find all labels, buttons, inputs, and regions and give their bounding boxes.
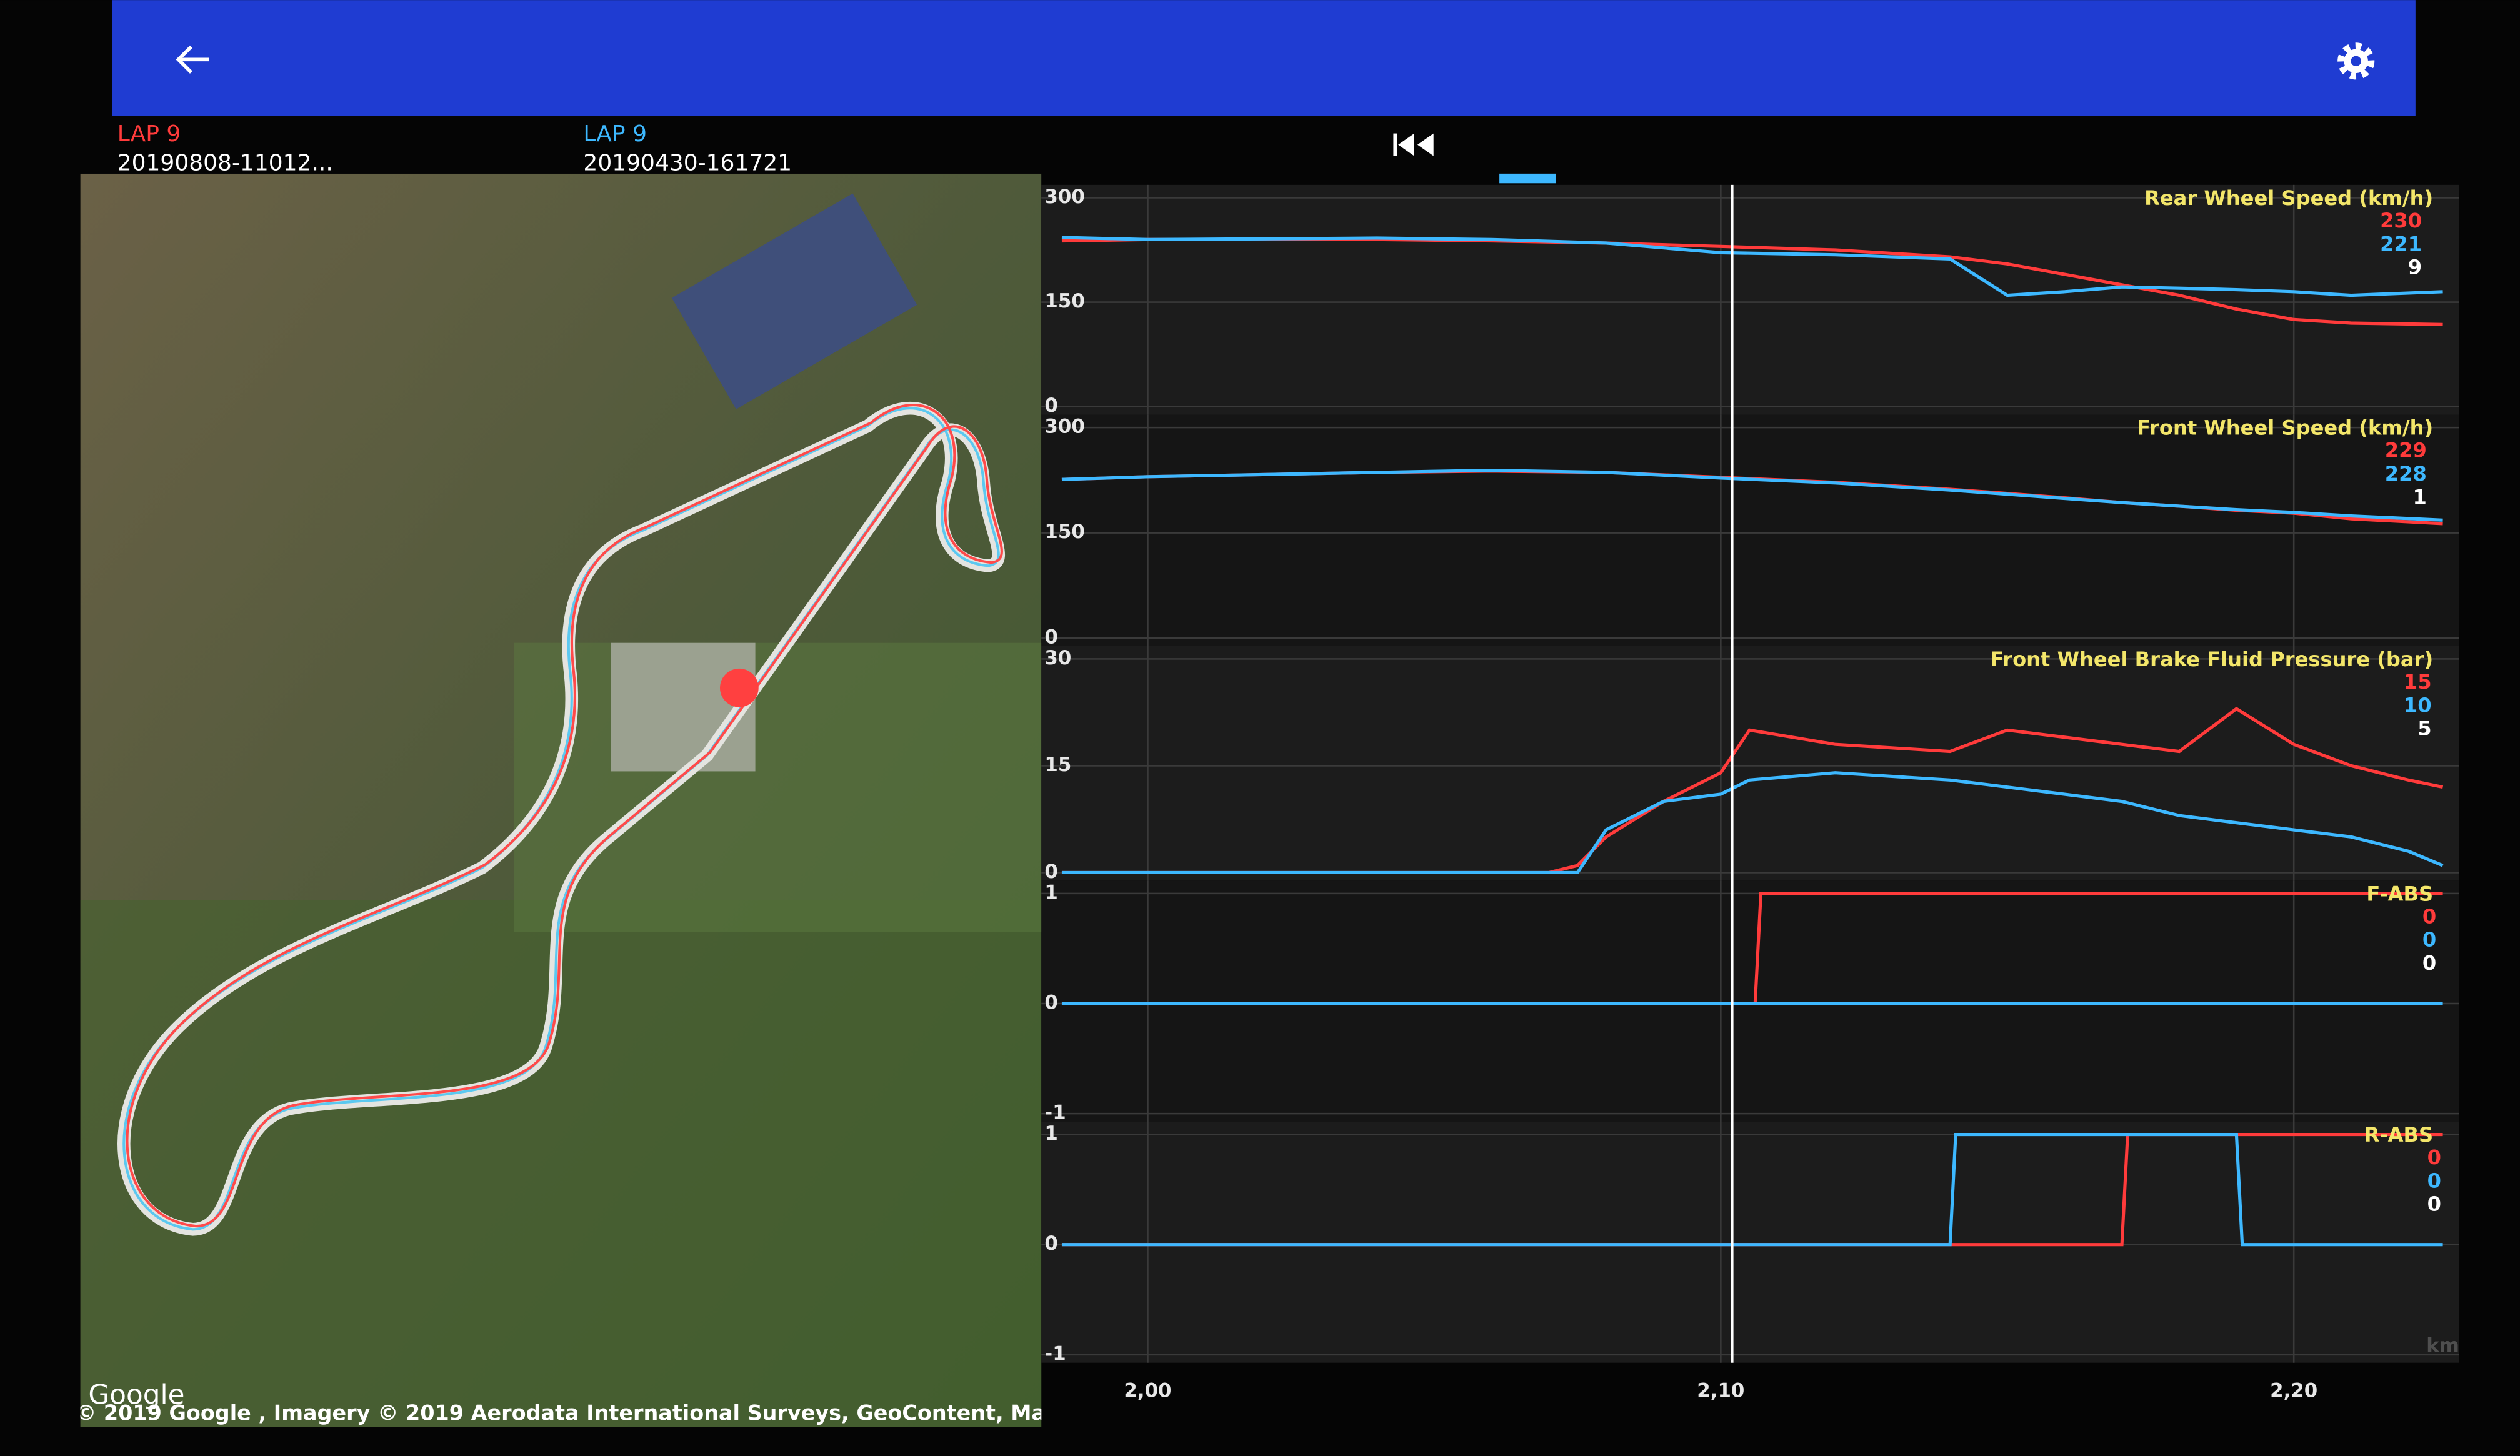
- map[interactable]: Google © 2019 Google , Imagery © 2019 Ae…: [76, 173, 1209, 1430]
- position-marker: [720, 668, 759, 707]
- map-logo: Google: [88, 1379, 184, 1411]
- readout: 0: [2428, 1192, 2441, 1216]
- y-tick-label: 150: [1044, 521, 1084, 543]
- readout: 5: [2418, 717, 2431, 740]
- lap-b-label: LAP 9: [583, 121, 647, 147]
- panel-background: [1041, 414, 2459, 646]
- readout: 0: [2422, 951, 2436, 975]
- y-tick-label: 0: [1044, 626, 1058, 649]
- chart-title: Front Wheel Speed (km/h): [2137, 416, 2433, 440]
- app-bar: [112, 0, 2416, 116]
- readout: 230: [2380, 209, 2422, 232]
- series-line: [1061, 236, 2443, 297]
- y-tick-label: 0: [1044, 394, 1058, 417]
- readout: 9: [2408, 256, 2422, 279]
- y-tick-label: -1: [1044, 1342, 1066, 1365]
- series-line: [1061, 468, 2443, 522]
- panel-background: [1041, 184, 2459, 415]
- readout: 15: [2404, 670, 2432, 694]
- lap-a-session: 20190808-11012...: [118, 150, 333, 176]
- readout: 0: [2422, 928, 2436, 952]
- x-unit: km: [2426, 1335, 2459, 1357]
- readout: 0: [2428, 1145, 2441, 1169]
- y-tick-label: 30: [1044, 647, 1071, 669]
- y-tick-label: 300: [1044, 416, 1084, 438]
- x-tick-label: 2,10: [1697, 1380, 1744, 1402]
- y-tick-label: 0: [1044, 992, 1058, 1014]
- y-tick-label: -1: [1044, 1102, 1066, 1124]
- y-tick-label: 0: [1044, 860, 1058, 883]
- map-attribution: © 2019 Google , Imagery © 2019 Aerodata …: [76, 1401, 1209, 1425]
- chart-title: F-ABS: [2366, 882, 2433, 905]
- settings-button[interactable]: [2338, 42, 2375, 80]
- back-button[interactable]: [176, 45, 209, 74]
- chart-title: R-ABS: [2364, 1123, 2434, 1147]
- readout: 1: [2412, 485, 2426, 509]
- y-tick-label: 1: [1044, 881, 1058, 904]
- y-tick-label: 300: [1044, 186, 1084, 208]
- panel-background: [1041, 1122, 2459, 1363]
- panel-background: [1041, 880, 2459, 1122]
- readout: 0: [2422, 904, 2436, 928]
- readout: 0: [2428, 1169, 2441, 1192]
- panel-background: [1041, 646, 2459, 881]
- series-line: [1061, 771, 2444, 874]
- x-tick-label: 2,20: [2270, 1380, 2318, 1402]
- readout: 229: [2385, 439, 2427, 462]
- series-line: [1061, 1133, 2443, 1247]
- chart-title: Front Wheel Brake Fluid Pressure (bar): [1990, 647, 2433, 671]
- chart-title: Rear Wheel Speed (km/h): [2144, 186, 2433, 210]
- lap-a-label: LAP 9: [118, 121, 181, 147]
- readout: 10: [2404, 693, 2432, 717]
- y-tick-label: 15: [1044, 754, 1071, 776]
- scroll-indicator: [1499, 173, 1556, 184]
- rewind-button[interactable]: [1393, 133, 1434, 156]
- y-tick-label: 1: [1044, 1122, 1058, 1145]
- x-tick-label: 2,00: [1124, 1380, 1171, 1402]
- readout: 221: [2380, 232, 2422, 256]
- y-tick-label: 0: [1044, 1232, 1058, 1255]
- lap-b-session: 20190430-161721: [583, 150, 792, 176]
- readout: 228: [2385, 462, 2427, 486]
- y-tick-label: 150: [1044, 290, 1084, 312]
